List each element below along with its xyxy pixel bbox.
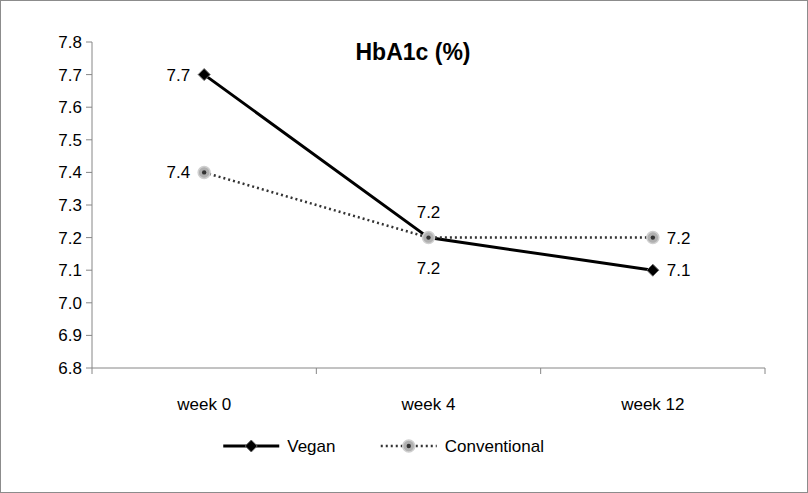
x-tick bbox=[316, 368, 317, 374]
y-tick-label: 7.3 bbox=[58, 196, 82, 215]
marker bbox=[403, 440, 415, 452]
marker bbox=[647, 232, 659, 244]
y-tick-label: 6.8 bbox=[58, 359, 82, 378]
x-tick-label: week 4 bbox=[401, 395, 456, 414]
legend-label: Vegan bbox=[287, 437, 335, 456]
chart-border bbox=[1, 1, 808, 493]
x-tick-label: week 0 bbox=[176, 395, 231, 414]
marker-center bbox=[407, 444, 411, 448]
marker bbox=[245, 440, 257, 452]
y-tick-label: 7.6 bbox=[58, 98, 82, 117]
y-tick bbox=[86, 302, 92, 303]
marker bbox=[198, 69, 210, 81]
y-tick bbox=[86, 172, 92, 173]
data-label: 7.2 bbox=[667, 229, 691, 248]
y-tick-label: 7.2 bbox=[58, 229, 82, 248]
marker-center bbox=[651, 235, 655, 239]
marker bbox=[423, 232, 435, 244]
plot-area bbox=[198, 69, 659, 277]
y-tick bbox=[86, 74, 92, 75]
y-tick-label: 6.9 bbox=[58, 326, 82, 345]
y-tick bbox=[86, 237, 92, 238]
x-axis bbox=[92, 368, 765, 369]
x-tick bbox=[92, 368, 93, 374]
y-tick-label: 7.4 bbox=[58, 163, 82, 182]
x-tick bbox=[765, 368, 766, 374]
marker-center bbox=[426, 235, 430, 239]
data-label: 7.2 bbox=[417, 203, 441, 222]
legend-label: Conventional bbox=[445, 437, 544, 456]
x-tick-label: week 12 bbox=[620, 395, 684, 414]
y-tick bbox=[86, 42, 92, 43]
data-label: 7.2 bbox=[417, 259, 441, 278]
data-label: 7.4 bbox=[167, 163, 191, 182]
y-tick-label: 7.7 bbox=[58, 66, 82, 85]
marker-center bbox=[202, 170, 206, 174]
marker bbox=[198, 166, 210, 178]
y-tick bbox=[86, 139, 92, 140]
chart: HbA1c (%)6.86.97.07.17.27.37.47.57.67.77… bbox=[0, 0, 808, 493]
y-tick bbox=[86, 368, 92, 369]
marker bbox=[647, 264, 659, 276]
data-labels: 7.7 7.2 7.1 7.4 7.2 7.2 bbox=[167, 66, 691, 281]
series-line bbox=[204, 172, 653, 237]
series-line bbox=[204, 75, 653, 271]
y-tick-label: 7.8 bbox=[58, 33, 82, 52]
legend-line bbox=[381, 445, 437, 448]
x-tick bbox=[540, 368, 541, 374]
y-tick bbox=[86, 335, 92, 336]
y-tick-label: 7.0 bbox=[58, 294, 82, 313]
y-tick-label: 7.1 bbox=[58, 261, 82, 280]
y-tick bbox=[86, 205, 92, 206]
y-tick-label: 7.5 bbox=[58, 131, 82, 150]
title: HbA1c (%) bbox=[355, 39, 470, 65]
legend: Vegan Conventional bbox=[223, 437, 544, 456]
data-label: 7.1 bbox=[667, 261, 691, 280]
marker bbox=[423, 232, 435, 244]
y-tick bbox=[86, 107, 92, 108]
y-tick bbox=[86, 270, 92, 271]
data-label: 7.7 bbox=[167, 66, 191, 85]
